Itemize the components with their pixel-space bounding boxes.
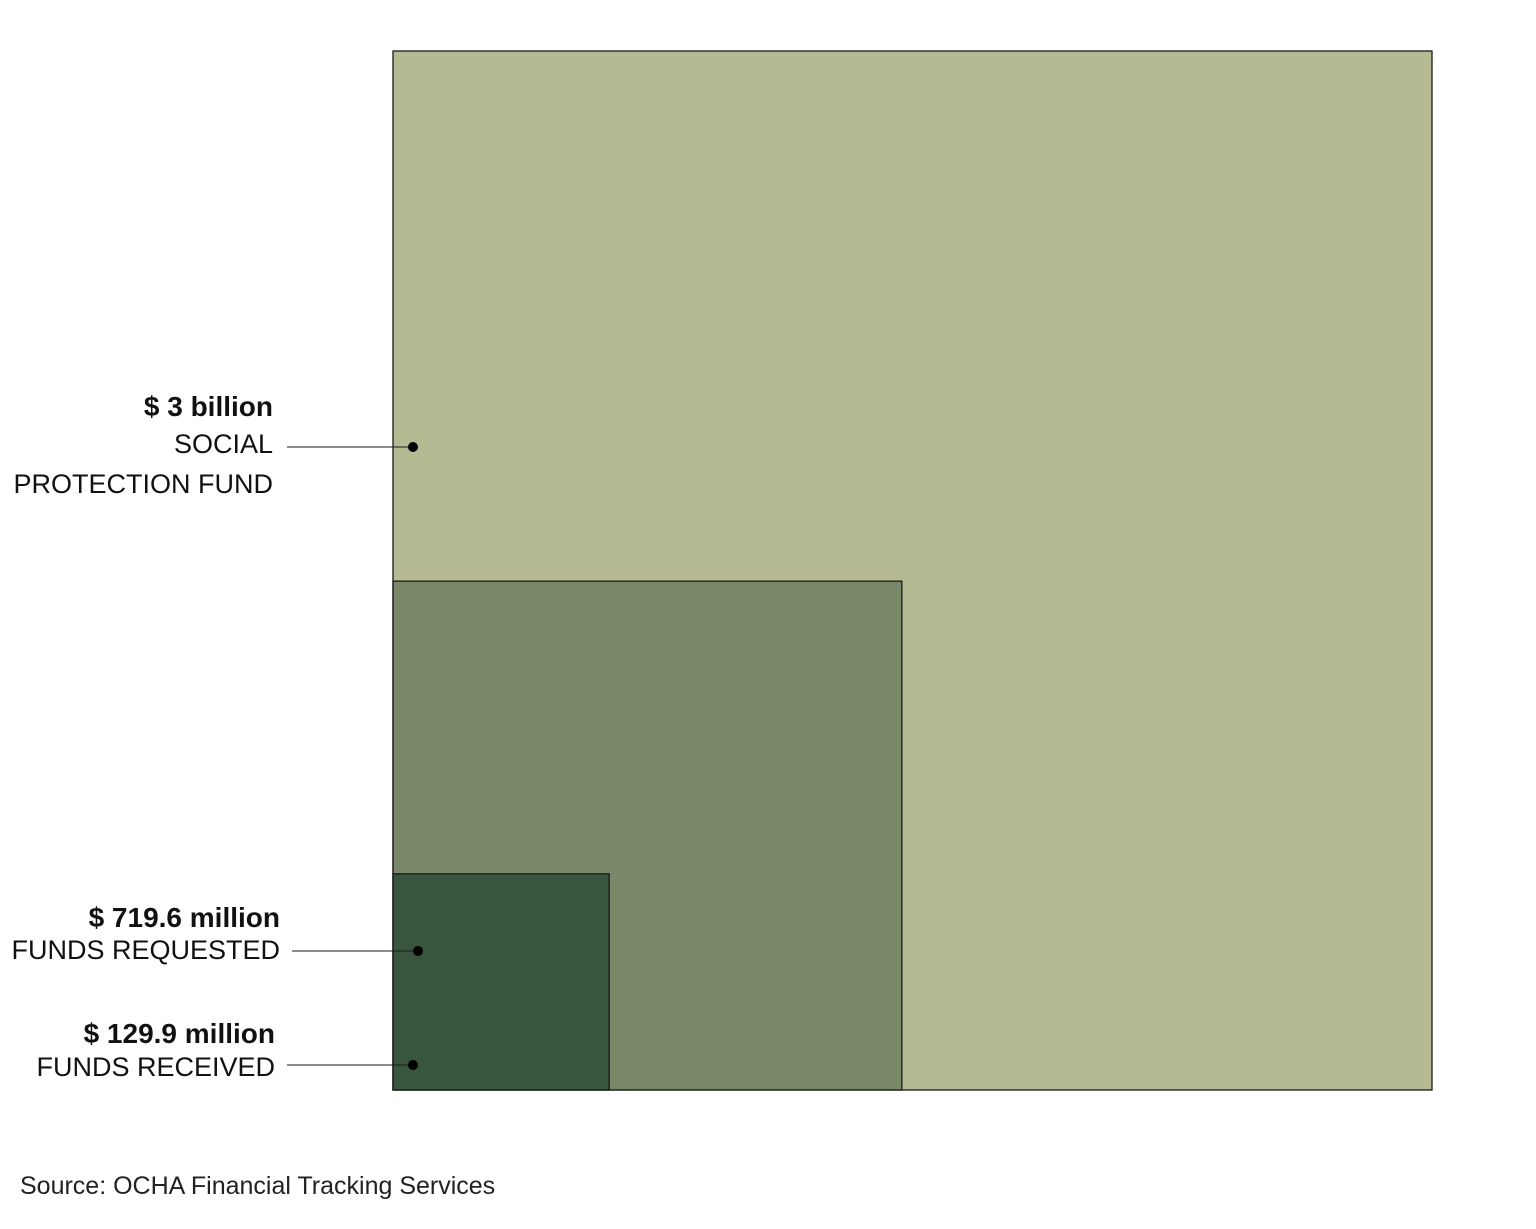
category-label: PROTECTION FUND <box>14 469 274 499</box>
square-funds-received <box>392 873 610 1091</box>
amount-label: $ 719.6 million <box>89 902 280 933</box>
leader-dot <box>413 946 423 956</box>
leader-dot <box>408 442 418 452</box>
category-label: FUNDS RECEIVED <box>36 1052 275 1082</box>
leader-dot <box>408 1060 418 1070</box>
annotation-social-protection-fund: $ 3 billion SOCIAL PROTECTION FUND <box>14 391 418 499</box>
category-label: FUNDS REQUESTED <box>11 935 280 965</box>
amount-label: $ 3 billion <box>144 391 273 422</box>
squares-layer <box>392 50 1433 1091</box>
annotations-layer: $ 3 billion SOCIAL PROTECTION FUND $ 719.6 … <box>11 391 423 1082</box>
category-label: SOCIAL <box>174 429 273 459</box>
source-note: Source: OCHA Financial Tracking Services <box>20 1172 496 1200</box>
amount-label: $ 129.9 million <box>84 1018 275 1049</box>
